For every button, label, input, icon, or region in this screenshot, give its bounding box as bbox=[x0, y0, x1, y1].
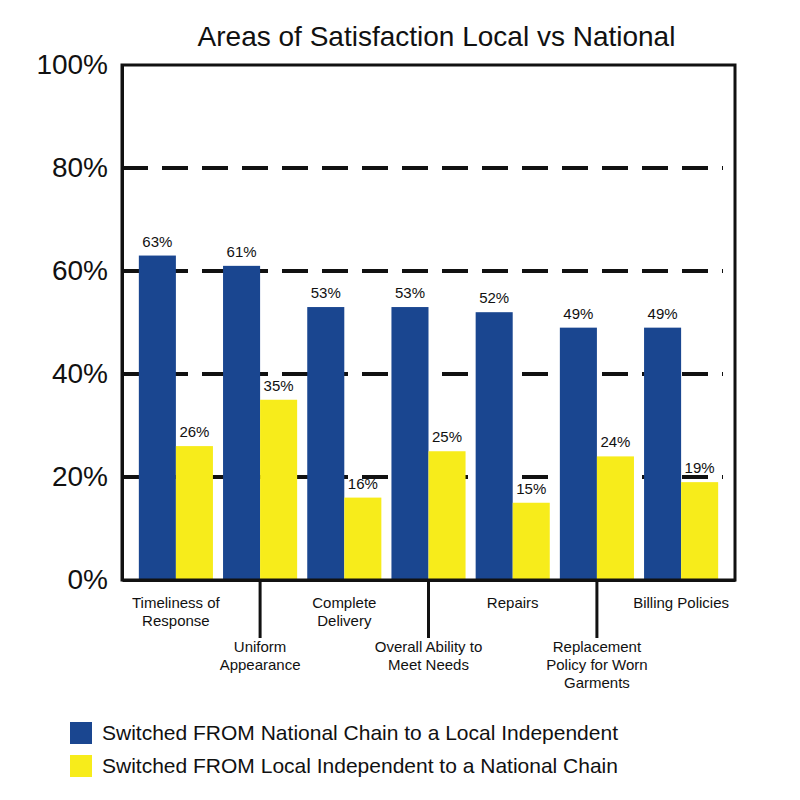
bar bbox=[344, 498, 381, 580]
bar bbox=[513, 503, 550, 580]
y-tick-label: 0% bbox=[68, 564, 108, 595]
x-tick-label: Billing Policies bbox=[633, 594, 729, 611]
grid-line bbox=[122, 166, 723, 170]
plot-frame bbox=[122, 65, 735, 580]
bar bbox=[560, 328, 597, 580]
legend-swatch bbox=[70, 755, 92, 777]
x-tick: Billing Policies bbox=[633, 580, 729, 611]
bar bbox=[597, 456, 634, 580]
bar bbox=[681, 482, 718, 580]
legend-item: Switched FROM Local Independent to a Nat… bbox=[70, 754, 618, 777]
x-tick: Repairs bbox=[487, 580, 539, 611]
bar bbox=[391, 307, 428, 580]
x-tick-label: ReplacementPolicy for WornGarments bbox=[546, 638, 647, 691]
data-label: 52% bbox=[479, 289, 509, 306]
bar bbox=[307, 307, 344, 580]
legend-label: Switched FROM Local Independent to a Nat… bbox=[102, 754, 618, 777]
y-tick-label: 80% bbox=[52, 152, 108, 183]
bar bbox=[644, 328, 681, 580]
data-label: 25% bbox=[432, 428, 462, 445]
bar bbox=[223, 266, 260, 580]
bar-series bbox=[176, 400, 718, 580]
x-tick-mark bbox=[427, 580, 430, 638]
data-label: 26% bbox=[179, 423, 209, 440]
bar-series bbox=[139, 256, 681, 580]
x-tick: CompleteDelivery bbox=[312, 580, 376, 629]
y-tick-label: 40% bbox=[52, 358, 108, 389]
data-label: 63% bbox=[142, 233, 172, 250]
x-tick: Overall Ability toMeet Needs bbox=[375, 580, 483, 673]
x-axis: Timeliness ofResponse UniformAppearance Co… bbox=[123, 580, 736, 691]
legend: Switched FROM National Chain to a Local … bbox=[70, 721, 618, 777]
y-tick: 40% bbox=[52, 358, 122, 389]
y-tick: 100% bbox=[36, 49, 122, 80]
data-label: 49% bbox=[563, 305, 593, 322]
data-label: 24% bbox=[600, 433, 630, 450]
chart: Areas of Satisfaction Local vs National 6… bbox=[0, 0, 800, 800]
y-tick-label: 60% bbox=[52, 255, 108, 286]
x-tick-mark bbox=[595, 580, 598, 638]
y-tick-label: 20% bbox=[52, 461, 108, 492]
x-tick-label: UniformAppearance bbox=[220, 638, 301, 673]
legend-item: Switched FROM National Chain to a Local … bbox=[70, 721, 618, 744]
bar bbox=[476, 312, 513, 580]
x-tick: UniformAppearance bbox=[220, 580, 301, 673]
y-tick: 0% bbox=[68, 564, 122, 595]
data-labels: 63% 61% 53% 53% 52% 49% 49% 26% 35% 16% 25% 15% 24% 1… bbox=[142, 233, 714, 497]
y-tick-label: 100% bbox=[36, 49, 108, 80]
data-label: 19% bbox=[685, 459, 715, 476]
data-label: 49% bbox=[648, 305, 678, 322]
data-label: 16% bbox=[348, 475, 378, 492]
x-tick-label: CompleteDelivery bbox=[312, 594, 376, 629]
data-label: 53% bbox=[395, 284, 425, 301]
bar bbox=[176, 446, 213, 580]
x-tick-label: Timeliness ofResponse bbox=[132, 594, 221, 629]
bar bbox=[139, 256, 176, 580]
title: Areas of Satisfaction Local vs National bbox=[198, 21, 676, 52]
bar bbox=[260, 400, 297, 580]
data-label: 15% bbox=[516, 480, 546, 497]
legend-swatch bbox=[70, 722, 92, 744]
y-axis: 0% 20% 40% 60% 80% 100% bbox=[36, 49, 122, 595]
bar bbox=[429, 451, 466, 580]
y-tick: 80% bbox=[52, 152, 122, 183]
grid-line bbox=[122, 269, 723, 273]
legend-label: Switched FROM National Chain to a Local … bbox=[102, 721, 618, 744]
bars bbox=[139, 256, 718, 580]
x-tick-mark bbox=[259, 580, 262, 638]
data-label: 53% bbox=[311, 284, 341, 301]
data-label: 35% bbox=[264, 377, 294, 394]
y-tick: 60% bbox=[52, 255, 122, 286]
y-axis-line bbox=[121, 66, 124, 581]
x-tick-label: Repairs bbox=[487, 594, 539, 611]
y-tick: 20% bbox=[52, 461, 122, 492]
data-label: 61% bbox=[227, 243, 257, 260]
x-tick: Timeliness ofResponse bbox=[132, 580, 221, 629]
x-tick-label: Overall Ability toMeet Needs bbox=[375, 638, 483, 673]
